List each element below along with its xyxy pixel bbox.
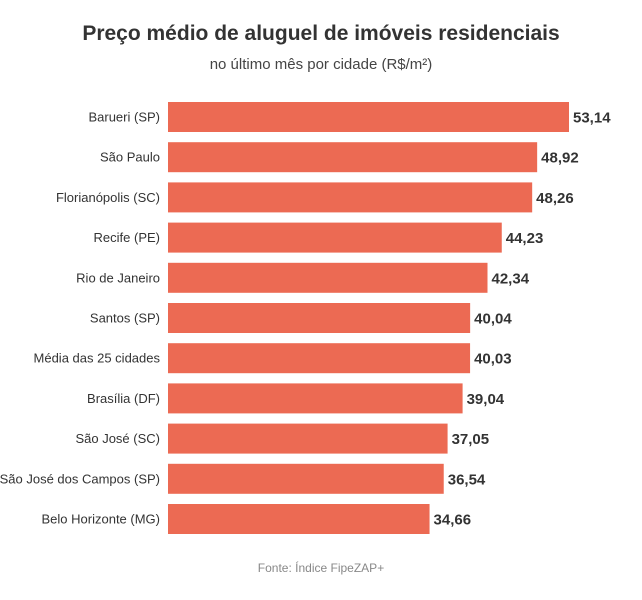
chart-source: Fonte: Índice FipeZAP+ [257, 561, 385, 575]
bar [168, 142, 538, 173]
category-label: Brasília (DF) [87, 391, 160, 406]
chart-title: Preço médio de aluguel de imóveis reside… [82, 22, 560, 45]
category-label: Barueri (SP) [88, 110, 160, 125]
value-label: 44,23 [506, 230, 544, 247]
category-label: Rio de Janeiro [76, 270, 160, 285]
bar [168, 222, 502, 253]
bar [168, 262, 488, 293]
bar [168, 303, 471, 333]
bar [168, 504, 430, 534]
chart-subtitle: no último mês por cidade (R$/m²) [209, 56, 433, 73]
category-label: São José (SC) [75, 431, 160, 446]
value-label: 39,04 [467, 391, 505, 408]
value-label: 37,05 [452, 431, 490, 448]
value-label: 48,26 [536, 190, 574, 207]
category-label: Santos (SP) [90, 311, 160, 326]
category-label: Florianópolis (SC) [56, 190, 160, 205]
category-label: Belo Horizonte (MG) [42, 512, 160, 527]
bar [168, 383, 463, 414]
value-label: 40,04 [474, 311, 512, 328]
category-label: São José dos Campos (SP) [0, 471, 160, 486]
value-label: 42,34 [492, 270, 530, 287]
bar [168, 182, 533, 213]
category-label: São Paulo [100, 150, 160, 165]
value-label: 36,54 [448, 471, 486, 488]
bar [168, 102, 569, 132]
value-label: 40,03 [474, 351, 512, 368]
category-label: Média das 25 cidades [34, 351, 161, 366]
category-label: Recife (PE) [94, 230, 160, 245]
value-label: 53,14 [573, 110, 611, 127]
bar [168, 463, 444, 494]
bar [168, 343, 471, 374]
value-label: 34,66 [434, 512, 472, 529]
value-label: 48,92 [541, 150, 579, 167]
bar [168, 423, 448, 454]
